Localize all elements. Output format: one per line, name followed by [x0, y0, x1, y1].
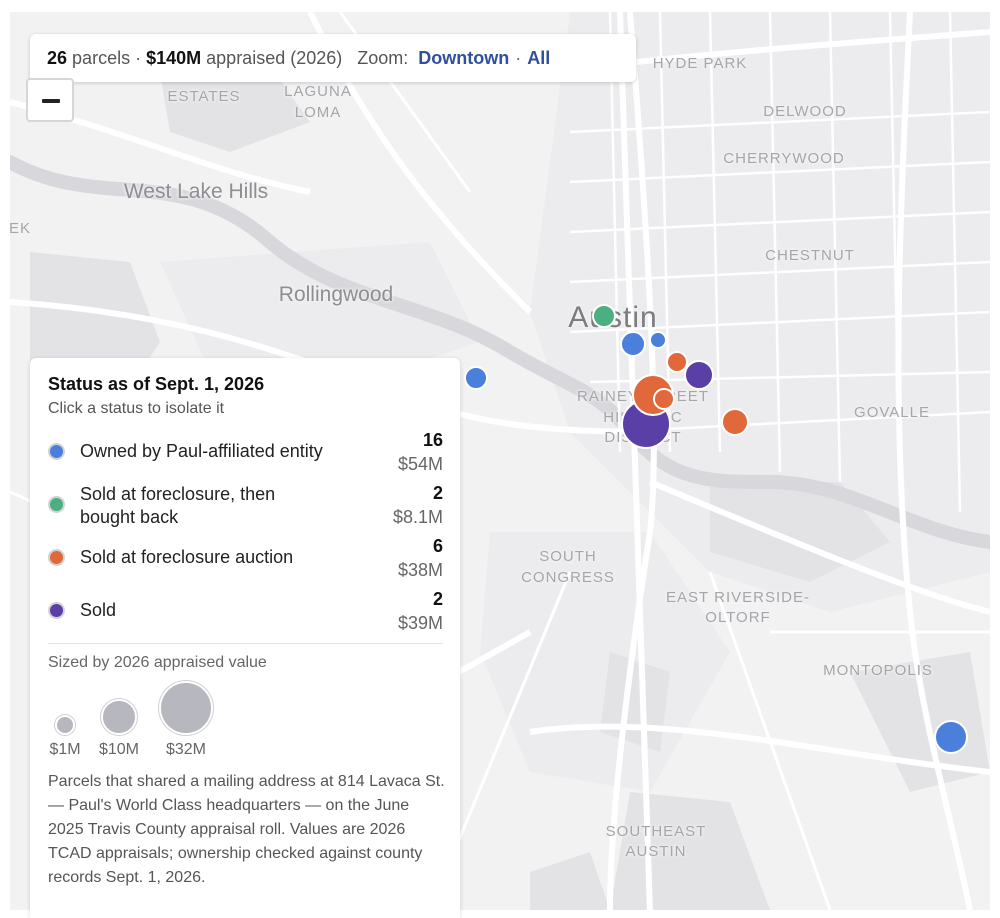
- parcel-marker[interactable]: [666, 351, 688, 373]
- place-govalle: GOVALLE: [854, 404, 930, 421]
- place-east-riverside-2: OLTORF: [705, 609, 771, 626]
- appraised-label: appraised (2026): [206, 47, 343, 68]
- legend-title: Status as of Sept. 1, 2026: [48, 374, 265, 394]
- status-foreclosure[interactable]: Sold at foreclosure auction 6 $38M: [48, 536, 443, 582]
- zoom-separator: ·: [515, 47, 522, 68]
- parcel-count: 26: [47, 47, 68, 68]
- status-owned[interactable]: Owned by Paul-affiliated entity 16 $54M: [48, 430, 443, 476]
- parcel-marker[interactable]: [592, 304, 616, 328]
- status-dot-icon: [48, 496, 65, 513]
- place-east-riverside-1: EAST RIVERSIDE-: [666, 589, 810, 606]
- zoom-label: Zoom:: [357, 47, 409, 68]
- status-dot-icon: [48, 602, 65, 619]
- place-southeast-2: AUSTIN: [625, 843, 687, 860]
- status-count: 16: [422, 430, 443, 450]
- place-montopolis: MONTOPOLIS: [823, 662, 933, 679]
- zoom-out-button[interactable]: [26, 78, 74, 122]
- size-key-large: [159, 681, 213, 735]
- status-bought-back[interactable]: Sold at foreclosure, then bought back 2 …: [48, 483, 443, 529]
- parcel-marker[interactable]: [649, 331, 667, 349]
- place-ek: EK: [10, 220, 32, 237]
- place-chestnut: CHESTNUT: [765, 247, 855, 264]
- status-label: Sold: [80, 600, 117, 620]
- map-canvas[interactable]: HYDE PARK ESTATES LAGUNA LOMA DELWOOD CH…: [10, 12, 990, 910]
- place-laguna: LAGUNA: [284, 83, 352, 100]
- parcel-marker[interactable]: [721, 408, 749, 436]
- parcel-marker[interactable]: [620, 331, 646, 357]
- place-loma: LOMA: [294, 104, 342, 121]
- status-value: $54M: [397, 454, 443, 474]
- legend-panel: Status as of Sept. 1, 2026 Click a statu…: [30, 358, 460, 918]
- place-hyde-park: HYDE PARK: [652, 55, 748, 72]
- place-west-lake-hills: West Lake Hills: [123, 180, 269, 203]
- size-key-medium: [101, 699, 137, 735]
- size-key-label: $32M: [165, 741, 207, 758]
- place-south-congress-2: CONGRESS: [521, 569, 615, 586]
- place-south-congress-1: SOUTH: [539, 548, 597, 565]
- status-label: Owned by Paul-affiliated entity: [80, 441, 323, 461]
- summary-bar: 26 parcels · $140M appraised (2026) Zoom…: [30, 34, 636, 82]
- parcel-count-label: parcels ·: [72, 47, 142, 68]
- parcel-marker[interactable]: [934, 720, 968, 754]
- minus-icon: [42, 99, 60, 103]
- size-key-label: $10M: [98, 741, 140, 758]
- status-label: Sold at foreclosure auction: [80, 547, 294, 567]
- status-dot-icon: [48, 549, 65, 566]
- appraised-total: $140M: [146, 47, 202, 68]
- zoom-downtown-link[interactable]: Downtown: [418, 47, 510, 68]
- status-dot-icon: [48, 443, 65, 460]
- place-southeast-1: SOUTHEAST: [605, 823, 707, 840]
- status-label: Sold at foreclosure, then bought back: [80, 484, 276, 527]
- status-count: 2: [432, 483, 443, 503]
- status-value: $8.1M: [392, 507, 443, 527]
- zoom-all-link[interactable]: All: [527, 47, 551, 68]
- legend-divider: [48, 643, 443, 644]
- status-sold[interactable]: Sold 2 $39M: [48, 589, 443, 635]
- status-value: $39M: [397, 613, 443, 633]
- parcel-marker[interactable]: [684, 360, 714, 390]
- status-value: $38M: [397, 560, 443, 580]
- size-key-label: $1M: [49, 741, 81, 758]
- status-count: 2: [432, 589, 443, 609]
- parcel-marker[interactable]: [653, 388, 675, 410]
- legend-note: Parcels that shared a mailing address at…: [48, 773, 445, 886]
- legend-subtitle: Click a status to isolate it: [48, 400, 225, 417]
- status-count: 6: [432, 536, 443, 556]
- place-delwood: DELWOOD: [763, 103, 847, 120]
- size-key-small: [55, 715, 75, 735]
- place-cherrywood: CHERRYWOOD: [723, 150, 845, 167]
- size-key-title: Sized by 2026 appraised value: [48, 654, 267, 671]
- place-rollingwood: Rollingwood: [278, 283, 394, 306]
- place-estates: ESTATES: [167, 88, 241, 105]
- parcel-marker[interactable]: [464, 366, 488, 390]
- basemap: [10, 12, 990, 910]
